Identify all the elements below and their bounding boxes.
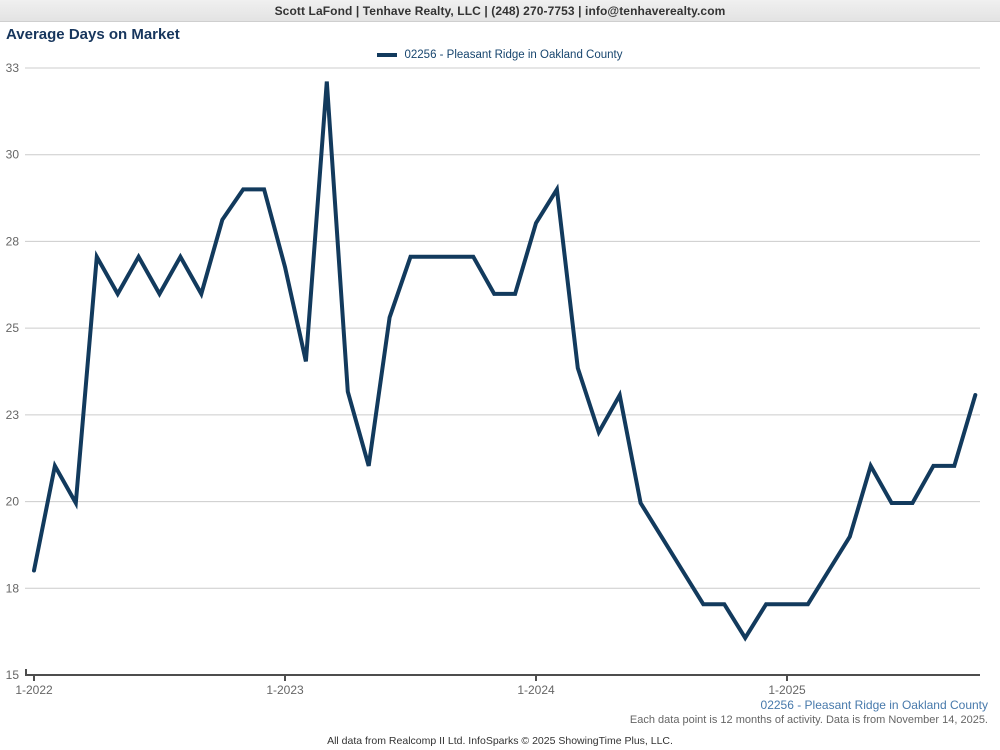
y-tick-label: 20: [6, 495, 20, 509]
chart-legend: 02256 - Pleasant Ridge in Oakland County: [0, 47, 1000, 63]
footer-note: Each data point is 12 months of activity…: [629, 713, 988, 726]
x-tick-label: 1-2025: [768, 683, 806, 697]
y-tick-label: 15: [6, 668, 20, 682]
y-tick-label: 23: [6, 408, 20, 422]
legend-line-swatch: [377, 53, 398, 57]
y-tick-label: 30: [6, 148, 20, 162]
y-tick-label: 28: [6, 234, 20, 248]
legend-series-label: 02256 - Pleasant Ridge in Oakland County: [404, 49, 623, 61]
footer-attribution: All data from Realcomp II Ltd. InfoSpark…: [327, 735, 673, 747]
header-bar: Scott LaFond | Tenhave Realty, LLC | (24…: [0, 0, 1000, 22]
y-tick-label: 18: [6, 581, 20, 595]
x-tick-label: 1-2024: [517, 683, 555, 697]
footer-series-label: 02256 - Pleasant Ridge in Oakland County: [760, 697, 988, 712]
series-line-02256: [32, 81, 978, 642]
page-title: Average Days on Market: [6, 26, 180, 43]
header-contact-text: Scott LaFond | Tenhave Realty, LLC | (24…: [274, 3, 726, 18]
y-tick-label: 25: [6, 321, 20, 335]
x-tick-label: 1-2022: [15, 683, 53, 697]
y-tick-label: 33: [6, 61, 20, 75]
x-tick-label: 1-2023: [266, 683, 304, 697]
